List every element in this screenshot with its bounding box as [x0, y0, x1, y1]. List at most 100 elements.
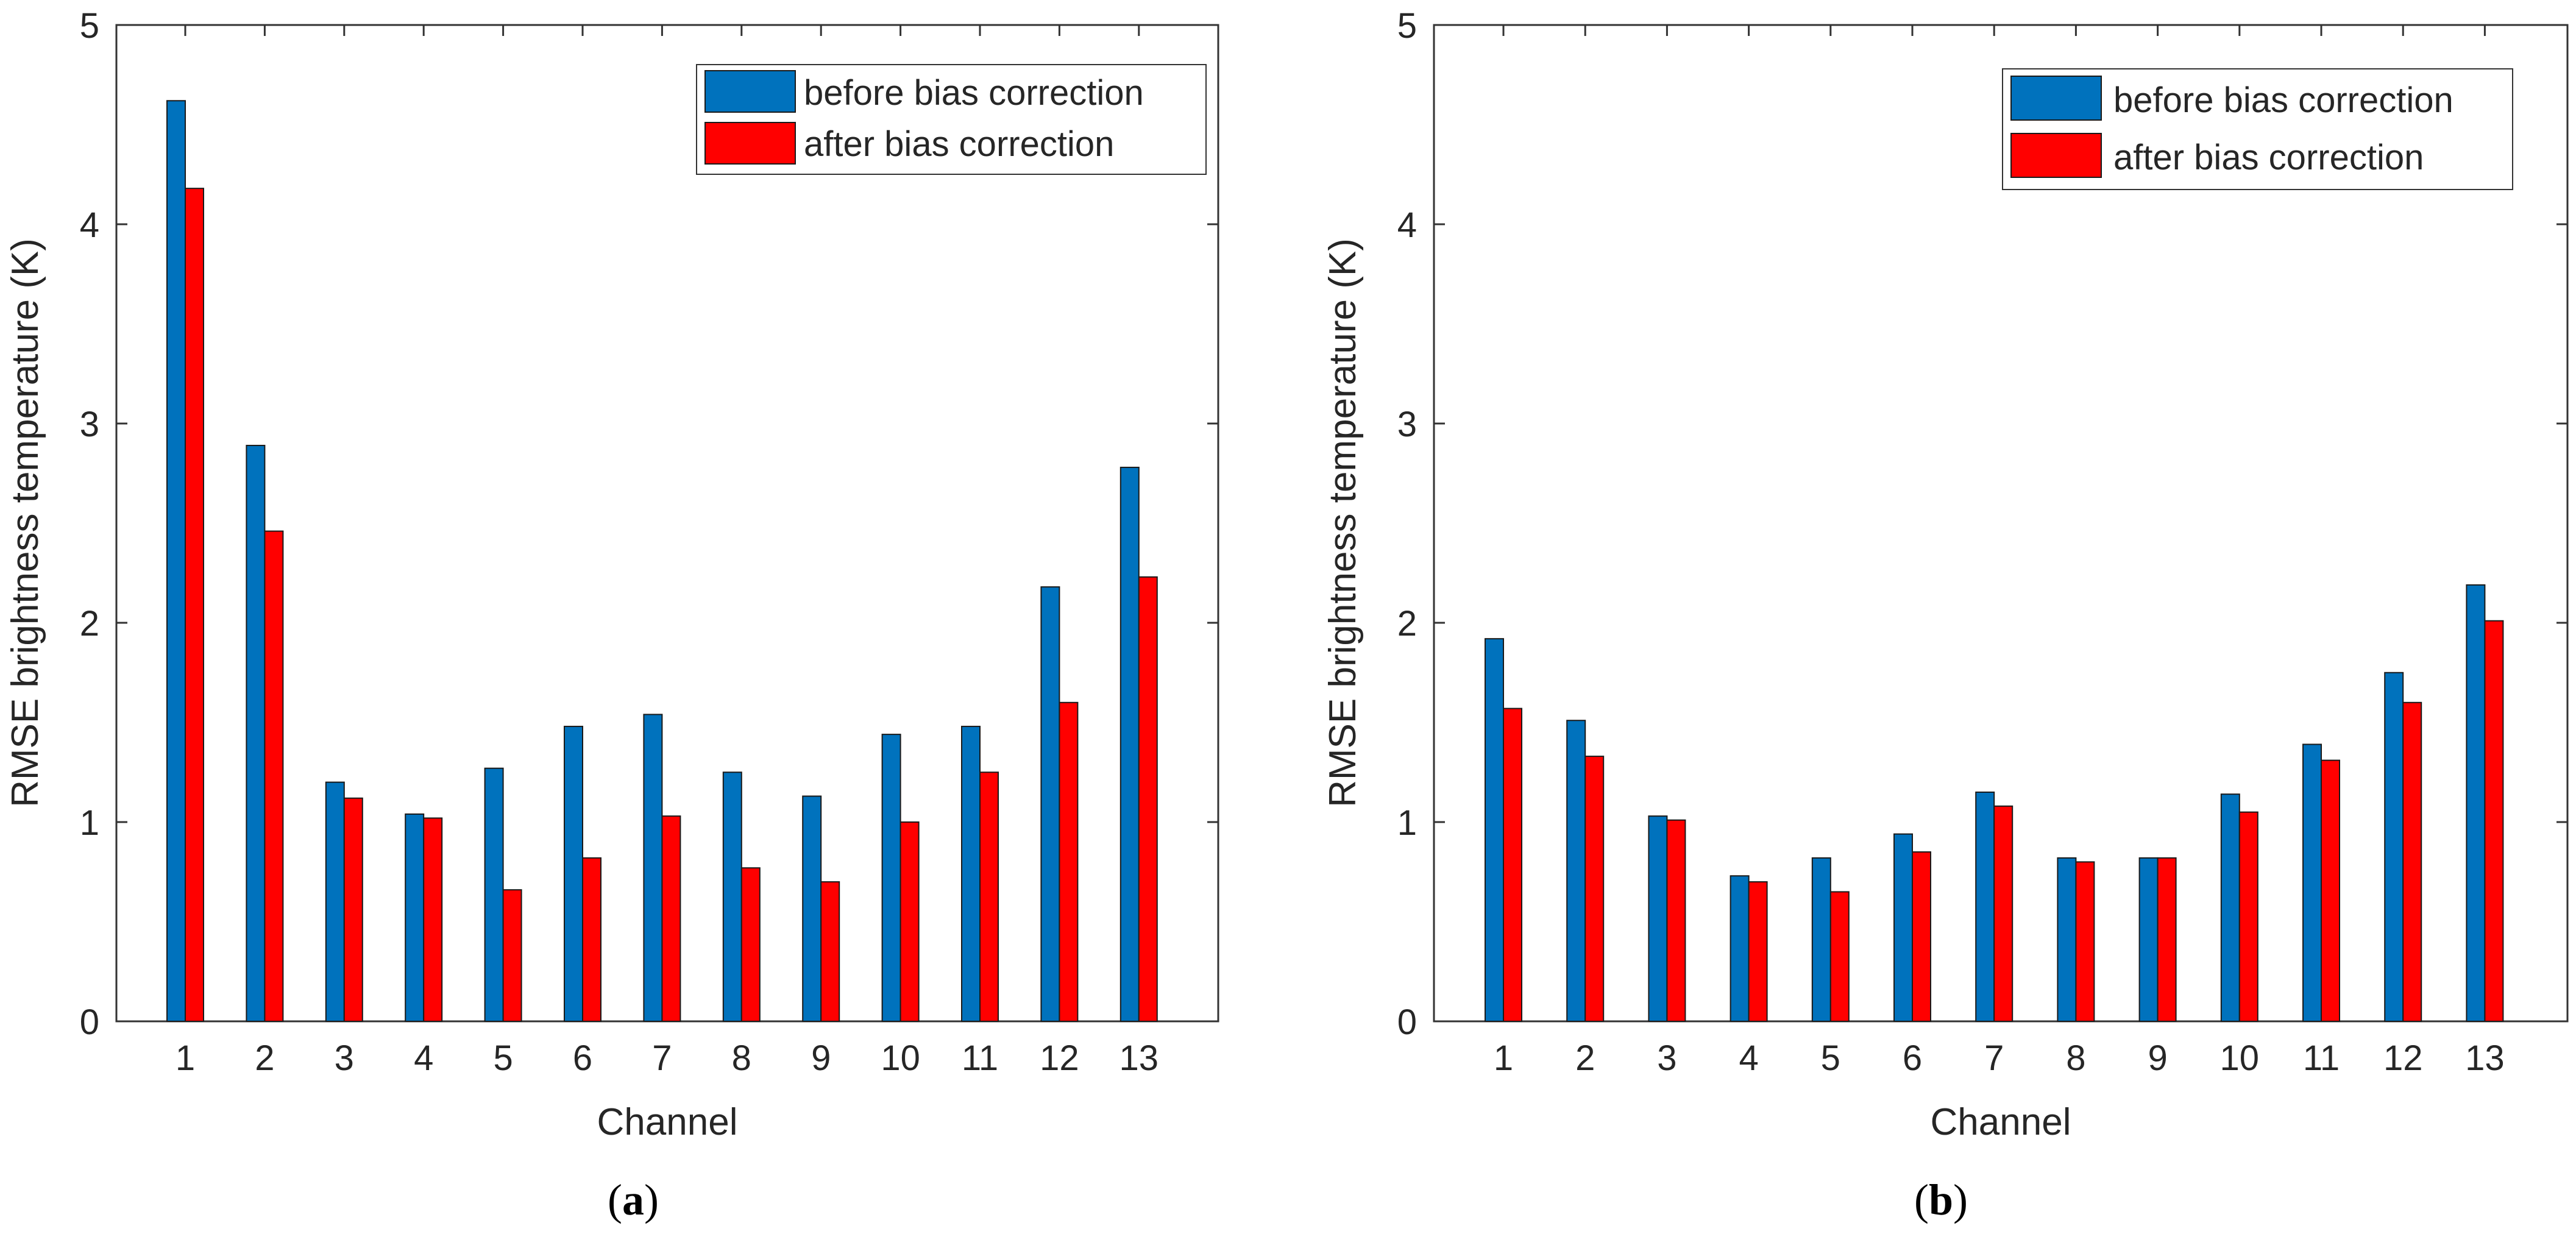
- caption-b: (b): [1914, 1175, 1968, 1224]
- legend-label-after-b: after bias correction: [2113, 138, 2424, 177]
- x-axis-label-b: Channel: [1931, 1101, 2071, 1143]
- x-tick-label: 3: [1657, 1038, 1677, 1078]
- y-tick-label: 5: [1397, 6, 1417, 46]
- bar-before-ch11-b: [2302, 743, 2322, 1022]
- bar-after-ch2-b: [1584, 756, 1605, 1022]
- x-tick-label: 13: [1119, 1038, 1159, 1078]
- bar-before-ch7-a: [643, 714, 663, 1023]
- bar-after-ch9-b: [2157, 857, 2177, 1022]
- y-tick-label: 0: [80, 1002, 99, 1042]
- x-tick-label: 11: [962, 1038, 998, 1078]
- bar-after-ch2-a: [264, 530, 284, 1022]
- x-tick-label: 4: [1739, 1038, 1758, 1078]
- legend-label-after-a: after bias correction: [804, 124, 1114, 164]
- x-tick-label: 10: [2220, 1038, 2260, 1078]
- bar-after-ch7-b: [1993, 805, 2014, 1022]
- caption-a: (a): [608, 1175, 659, 1224]
- bar-after-ch12-a: [1059, 701, 1079, 1023]
- bar-before-ch4-a: [405, 813, 425, 1023]
- bar-before-ch9-b: [2138, 857, 2159, 1022]
- bar-after-ch10-a: [899, 821, 920, 1022]
- y-tick-label: 2: [80, 604, 99, 644]
- x-tick-label: 3: [335, 1038, 354, 1078]
- x-tick-label: 12: [2383, 1038, 2423, 1078]
- bar-after-ch1-a: [185, 188, 204, 1022]
- x-tick-label: 2: [255, 1038, 274, 1078]
- x-tick-label: 7: [1984, 1038, 2004, 1078]
- caption-letter-b: b: [1929, 1175, 1953, 1224]
- x-tick-label: 6: [573, 1038, 592, 1078]
- x-tick-label: 1: [1494, 1038, 1513, 1078]
- y-tick-label: 1: [1397, 803, 1417, 843]
- bar-before-ch12-a: [1040, 586, 1060, 1022]
- x-tick-label: 1: [176, 1038, 195, 1078]
- bar-before-ch3-b: [1648, 815, 1668, 1022]
- legend-swatch-after-b: [2010, 133, 2102, 178]
- bar-after-ch6-b: [1912, 851, 1931, 1023]
- bar-before-ch13-b: [2466, 584, 2486, 1022]
- bar-after-ch13-a: [1138, 576, 1158, 1022]
- x-tick-label: 12: [1040, 1038, 1079, 1078]
- x-tick-label: 4: [414, 1038, 433, 1078]
- bar-before-ch5-a: [484, 767, 504, 1022]
- caption-letter-a: a: [622, 1175, 644, 1224]
- x-tick-label: 6: [1903, 1038, 1922, 1078]
- bar-after-ch11-b: [2321, 759, 2340, 1022]
- y-tick-label: 0: [1397, 1002, 1417, 1042]
- bar-before-ch11-a: [961, 726, 981, 1023]
- bar-before-ch4-b: [1730, 875, 1750, 1023]
- bar-before-ch2-a: [246, 444, 266, 1022]
- x-tick-label: 7: [652, 1038, 672, 1078]
- bar-after-ch10-b: [2238, 811, 2258, 1023]
- bar-after-ch1-b: [1503, 707, 1522, 1022]
- bar-after-ch5-a: [502, 889, 522, 1023]
- bar-before-ch13-a: [1119, 466, 1140, 1022]
- bar-after-ch6-a: [582, 857, 601, 1022]
- legend-a: before bias correction after bias correc…: [696, 64, 1207, 175]
- bar-after-ch4-a: [423, 817, 443, 1022]
- bar-after-ch13-b: [2484, 620, 2504, 1022]
- bar-after-ch8-b: [2075, 861, 2095, 1023]
- legend-label-before-a: before bias correction: [804, 73, 1144, 113]
- y-tick-label: 4: [80, 205, 99, 245]
- y-tick-label: 2: [1397, 604, 1417, 644]
- x-tick-label: 8: [732, 1038, 751, 1078]
- bar-after-ch4-b: [1748, 881, 1768, 1022]
- y-axis-label-a: RMSE brightness temperature (K): [4, 238, 46, 807]
- x-tick-label: 9: [2148, 1038, 2167, 1078]
- bar-before-ch1-a: [166, 100, 186, 1022]
- bar-before-ch8-a: [722, 771, 742, 1022]
- bar-after-ch3-b: [1666, 819, 1686, 1022]
- bar-before-ch2-b: [1566, 720, 1586, 1022]
- x-tick-label: 13: [2465, 1038, 2505, 1078]
- x-tick-label: 11: [2303, 1038, 2340, 1078]
- bar-before-ch12-b: [2384, 672, 2404, 1022]
- y-tick-label: 3: [80, 405, 99, 444]
- bar-before-ch10-a: [881, 734, 901, 1022]
- x-tick-label: 8: [2066, 1038, 2085, 1078]
- bar-after-ch12-b: [2402, 701, 2422, 1023]
- bar-after-ch7-a: [661, 815, 681, 1022]
- bar-before-ch3-a: [325, 781, 345, 1022]
- legend-b: before bias correction after bias correc…: [2002, 68, 2513, 190]
- y-axis-label-b: RMSE brightness temperature (K): [1322, 238, 1364, 807]
- bar-before-ch1-b: [1485, 638, 1504, 1023]
- bar-before-ch10-b: [2220, 793, 2240, 1022]
- y-tick-label: 4: [1397, 205, 1417, 245]
- bar-before-ch7-b: [1975, 791, 1995, 1022]
- legend-label-before-b: before bias correction: [2113, 80, 2454, 120]
- bar-before-ch9-a: [802, 795, 822, 1022]
- bar-after-ch8-a: [740, 867, 761, 1022]
- y-tick-label: 5: [80, 6, 99, 46]
- bar-before-ch6-a: [564, 726, 583, 1023]
- bar-before-ch8-b: [2057, 857, 2077, 1022]
- bar-before-ch6-b: [1893, 833, 1913, 1022]
- legend-swatch-before-b: [2010, 76, 2102, 121]
- x-tick-label: 9: [811, 1038, 831, 1078]
- x-axis-label-a: Channel: [597, 1101, 738, 1143]
- x-tick-label: 5: [493, 1038, 513, 1078]
- bar-after-ch3-a: [343, 797, 363, 1022]
